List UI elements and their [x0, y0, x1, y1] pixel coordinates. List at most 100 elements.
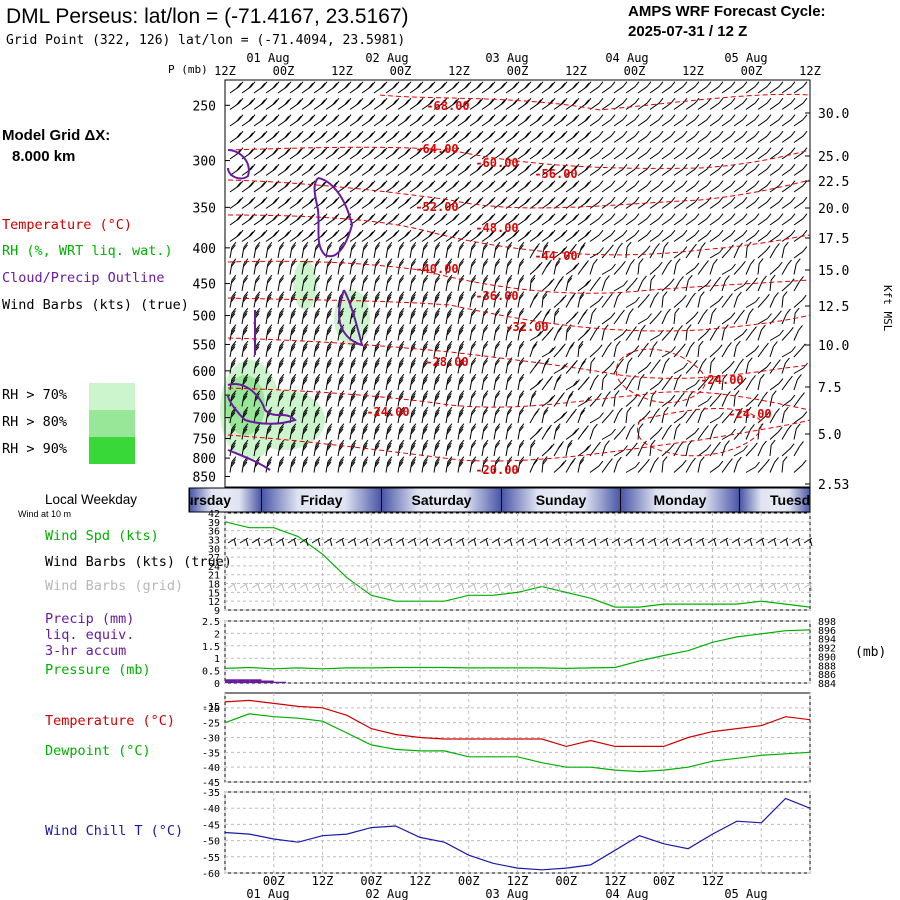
wind-barb-flag [483, 442, 488, 449]
wind-barb-flag [344, 132, 350, 139]
wind-barb-flag [303, 343, 308, 350]
wind-barb-flag [302, 379, 308, 385]
wind-barb [493, 395, 497, 407]
wind-barb-flag [514, 130, 520, 137]
wind-barb-flag [387, 310, 392, 317]
wind-barb-flag [514, 114, 520, 121]
wind-barb-flag [471, 409, 476, 416]
wind-barb-flag [411, 340, 417, 347]
wind-barb-flag [718, 163, 724, 170]
wind-barb-flag [332, 148, 338, 155]
wind-barb-flag [471, 261, 476, 267]
wind-barb-flag [298, 130, 304, 137]
wind-barb-flag [764, 294, 770, 300]
wind-barb [793, 397, 801, 407]
wind-barb-flag [638, 423, 644, 429]
wind-barb-flag [458, 461, 464, 468]
wind-barb [697, 168, 708, 176]
wind-barb [601, 135, 612, 143]
wind-barb [625, 152, 636, 160]
wind-barb [277, 280, 281, 292]
wind-barb-flag [284, 148, 290, 155]
wind-barb [661, 313, 667, 325]
wind-barb [673, 251, 684, 259]
wind-barb-flag [238, 180, 244, 187]
wind-barb [793, 379, 798, 391]
wind-barb-flag [742, 229, 748, 236]
wind-barb-flag [358, 213, 364, 220]
wind-barb-flag [560, 231, 566, 238]
wind-barb-flag [266, 313, 272, 319]
wind-barb-flag [406, 196, 412, 203]
wind-barb-flag [524, 214, 530, 221]
wind-barb-flag [327, 241, 333, 248]
wind-barb [601, 298, 609, 308]
wind-barb [589, 417, 600, 424]
wind-barb-flag [654, 292, 659, 298]
wind-barb [481, 412, 485, 424]
wind-barb [673, 330, 679, 341]
grid-wind-barb-flag [317, 583, 321, 592]
wind-barb-flag [411, 426, 416, 432]
wind-barb-flag [599, 412, 604, 418]
wind-barb [781, 102, 792, 110]
wind-barb-flag [495, 277, 500, 284]
wind-barb-flag [478, 81, 484, 88]
wind-barb-flag [368, 82, 374, 89]
wind-barb [709, 362, 712, 374]
wind-barb [469, 247, 473, 259]
wind-barb-flag [351, 327, 356, 333]
wind-barb-flag [535, 428, 541, 435]
height-axis-label: Kft MSL [881, 285, 894, 332]
wind-barb-flag [500, 214, 506, 221]
wind-barb-flag [519, 310, 524, 317]
wind-barb-flag [459, 324, 465, 330]
wind-barb [733, 285, 744, 292]
wind-barb-flag [646, 130, 652, 137]
wind-barb-flag [548, 132, 554, 139]
wind-barb-flag [442, 97, 448, 104]
wind-barb-flag [327, 459, 332, 465]
wind-barb-flag [747, 357, 753, 364]
wind-barb-flag [350, 329, 356, 336]
wind-barb [721, 347, 728, 358]
wind-barb-flag [766, 147, 772, 154]
rh-legend-80-label: RH > 80% [2, 414, 68, 430]
temp-dewpoint-panel-ytick-label: -25 [202, 719, 220, 730]
wind-barb-flag [519, 294, 524, 300]
surface-wind-barb-flag [773, 538, 777, 547]
grid-wind-barb-flag [413, 583, 417, 592]
wind-barb-flag [714, 374, 719, 381]
wind-barb [637, 168, 648, 176]
wind-barb [709, 252, 720, 259]
wind-barb [325, 263, 329, 275]
wind-barb [709, 135, 720, 143]
wind-barb-flag [236, 181, 242, 188]
wind-barb-flag [254, 379, 260, 385]
wind-barb [589, 218, 600, 226]
wind-barb-flag [231, 390, 237, 396]
wind-barb [709, 281, 717, 292]
grid-wind-barb-flag [533, 583, 537, 592]
wind-barb-flag [303, 390, 309, 396]
wind-barb-flag [296, 132, 302, 139]
wind-barb-flag [471, 294, 476, 300]
wind-barb-flag [320, 132, 326, 139]
wind-barb [601, 249, 610, 259]
wind-barb-flag [550, 81, 556, 88]
wind-barb-flag [483, 406, 489, 413]
wind-barb-flag [422, 412, 428, 418]
wind-barb-flag [279, 291, 285, 297]
wind-barb [745, 313, 750, 325]
wind-barb [649, 413, 656, 424]
top-hour-label: 12Z [214, 64, 236, 78]
wind-barb-flag [351, 439, 357, 446]
wind-barb-flag [346, 147, 352, 154]
wind-barb [625, 282, 634, 292]
precip-pressure-panel-ytick-label: 2.5 [202, 617, 220, 628]
wind-barb-flag [274, 180, 280, 187]
surface-wind-barb [311, 537, 321, 544]
wind-barb-flag [243, 406, 249, 413]
wind-barb-flag [375, 327, 380, 333]
wind-barb-flag [267, 310, 272, 317]
